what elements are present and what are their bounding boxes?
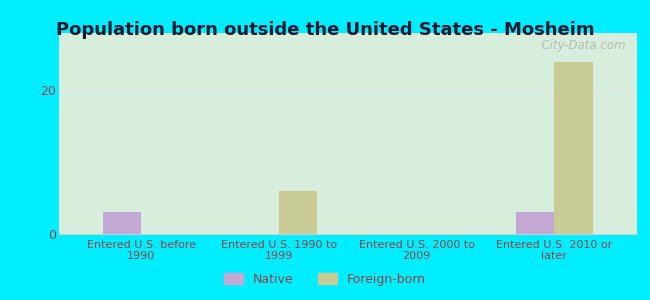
Bar (279, 191, 317, 234)
Text: Population born outside the United States - Mosheim: Population born outside the United State… (56, 21, 594, 39)
Bar (554, 62, 593, 234)
Legend: Native, Foreign-born: Native, Foreign-born (219, 268, 431, 291)
Bar (516, 212, 554, 234)
Bar (103, 212, 141, 234)
Text: City-Data.com: City-Data.com (534, 39, 625, 52)
